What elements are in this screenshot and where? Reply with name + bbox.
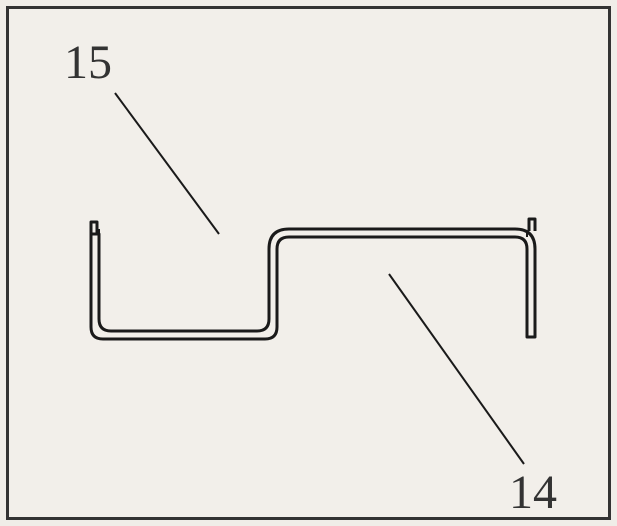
right-hook — [529, 219, 535, 231]
leader-line-14 — [389, 274, 524, 464]
profile-diagram — [9, 9, 614, 523]
leader-line-15 — [115, 93, 219, 234]
diagram-frame: 15 14 — [6, 6, 611, 520]
left-hook — [91, 222, 97, 234]
profile-outer-path — [91, 229, 535, 339]
